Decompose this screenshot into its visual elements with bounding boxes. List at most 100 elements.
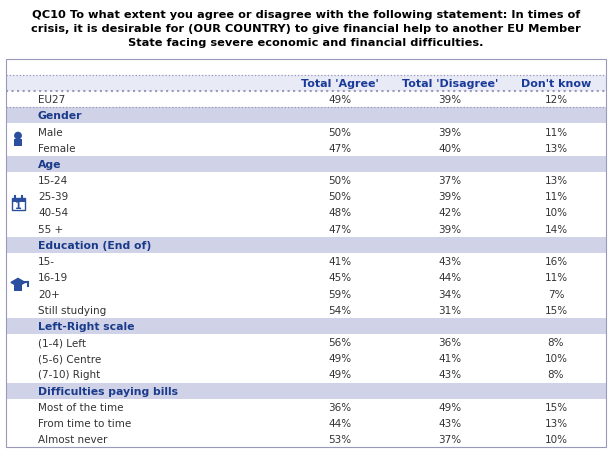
Text: 49%: 49% [329,369,351,380]
Text: 43%: 43% [438,257,461,267]
Text: 8%: 8% [548,337,564,347]
Text: 11%: 11% [545,192,567,202]
Text: Female: Female [38,143,75,153]
Bar [6,383,606,399]
Text: 39%: 39% [438,224,461,234]
Bar [6,237,606,253]
Bar [6,189,606,205]
Text: EU27: EU27 [38,95,65,105]
Text: From time to time: From time to time [38,418,131,428]
Bar [6,173,606,189]
Text: 10%: 10% [545,208,567,218]
Text: 13%: 13% [545,176,567,186]
Text: 25-39: 25-39 [38,192,69,202]
Text: 8%: 8% [548,369,564,380]
Text: 15-: 15- [38,257,55,267]
Text: 37%: 37% [438,176,461,186]
Text: 49%: 49% [329,353,351,364]
Text: Total 'Agree': Total 'Agree' [301,79,379,89]
Text: Total 'Disagree': Total 'Disagree' [402,79,498,89]
Text: 41%: 41% [329,257,351,267]
Text: 41%: 41% [438,353,461,364]
Text: Education (End of): Education (End of) [38,241,151,250]
Bar [14,139,22,146]
Text: 50%: 50% [329,127,351,137]
Bar [6,334,606,350]
Text: 50%: 50% [329,192,351,202]
Bar [6,302,606,318]
Text: 39%: 39% [438,95,461,105]
Bar [14,286,22,292]
Text: (7-10) Right: (7-10) Right [38,369,100,380]
Text: 45%: 45% [329,273,351,283]
Text: 47%: 47% [329,224,351,234]
Bar [6,157,606,173]
Text: 49%: 49% [329,95,351,105]
Bar [6,60,606,448]
Text: Difficulties paying bills: Difficulties paying bills [38,386,178,396]
Text: 7%: 7% [548,289,564,299]
Bar [6,76,606,92]
Text: 16-19: 16-19 [38,273,69,283]
Text: 54%: 54% [329,305,351,315]
Bar [6,350,606,367]
Polygon shape [11,279,25,287]
Text: 39%: 39% [438,127,461,137]
Text: 56%: 56% [329,337,351,347]
Text: 10%: 10% [545,353,567,364]
Bar [12,199,24,203]
Text: 49%: 49% [438,402,461,412]
Text: 16%: 16% [545,257,567,267]
Text: 53%: 53% [329,434,351,444]
Text: 13%: 13% [545,418,567,428]
Text: Male: Male [38,127,62,137]
Text: 44%: 44% [329,418,351,428]
Circle shape [15,133,21,140]
Text: 59%: 59% [329,289,351,299]
Text: 15%: 15% [545,305,567,315]
Text: Don't know: Don't know [521,79,591,89]
Bar [6,269,606,286]
Bar [6,92,606,108]
Text: 15-24: 15-24 [38,176,69,186]
Bar [6,124,606,140]
Text: 43%: 43% [438,418,461,428]
Text: 48%: 48% [329,208,351,218]
Text: 12%: 12% [545,95,567,105]
Text: 43%: 43% [438,369,461,380]
Bar [6,205,606,221]
Text: 15%: 15% [545,402,567,412]
Text: Age: Age [38,160,61,169]
Text: 37%: 37% [438,434,461,444]
Text: Gender: Gender [38,111,83,121]
Text: Left-Right scale: Left-Right scale [38,321,135,331]
Text: Most of the time: Most of the time [38,402,124,412]
Text: 10%: 10% [545,434,567,444]
Text: 36%: 36% [329,402,351,412]
Text: (5-6) Centre: (5-6) Centre [38,353,101,364]
Text: 14%: 14% [545,224,567,234]
Text: 55 +: 55 + [38,224,63,234]
Text: QC10 To what extent you agree or disagree with the following statement: In times: QC10 To what extent you agree or disagre… [32,10,580,20]
Text: 40%: 40% [439,143,461,153]
Bar [6,399,606,415]
Bar [6,286,606,302]
Text: 1: 1 [15,201,21,211]
Text: 44%: 44% [438,273,461,283]
Text: 34%: 34% [438,289,461,299]
Text: 13%: 13% [545,143,567,153]
Bar [6,253,606,269]
Text: crisis, it is desirable for (OUR COUNTRY) to give financial help to another EU M: crisis, it is desirable for (OUR COUNTRY… [31,24,581,34]
Bar [6,415,606,431]
Text: 50%: 50% [329,176,351,186]
Bar [6,367,606,383]
Text: Still studying: Still studying [38,305,106,315]
Text: 39%: 39% [438,192,461,202]
Text: 31%: 31% [438,305,461,315]
Bar [12,199,24,211]
Text: State facing severe economic and financial difficulties.: State facing severe economic and financi… [129,38,483,48]
Bar [6,221,606,237]
Text: 42%: 42% [438,208,461,218]
Text: 40-54: 40-54 [38,208,68,218]
Bar [6,318,606,334]
